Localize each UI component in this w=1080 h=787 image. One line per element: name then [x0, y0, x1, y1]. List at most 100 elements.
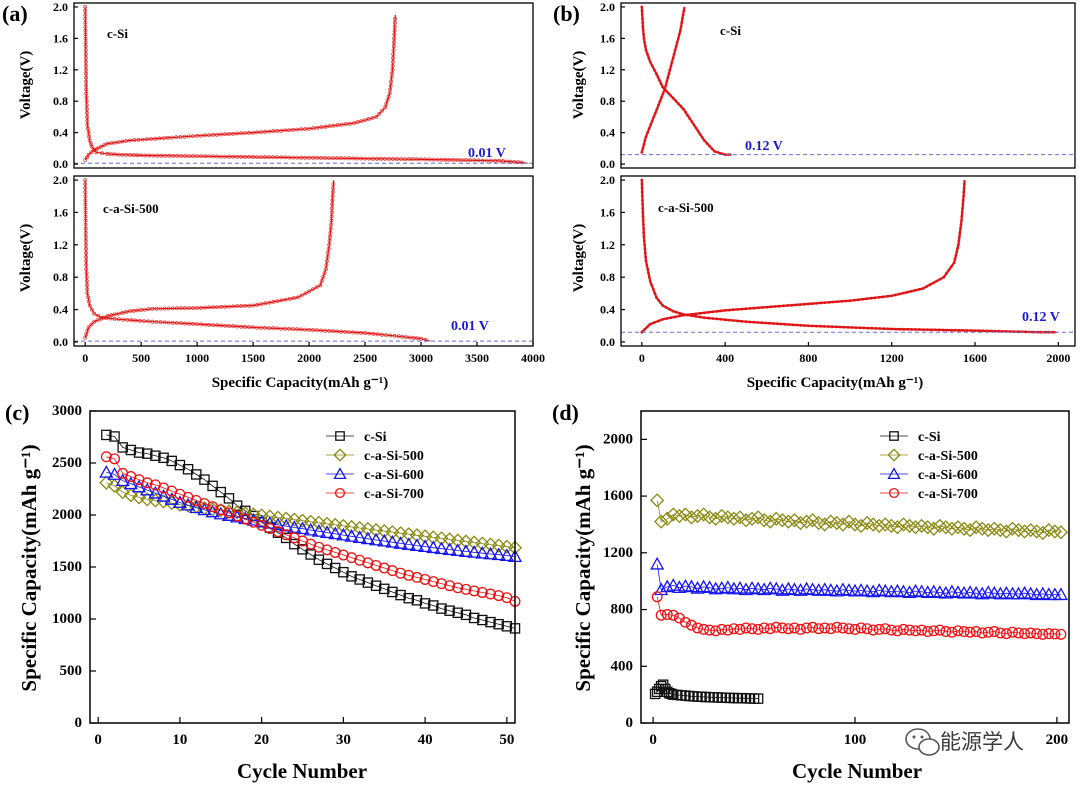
chart-c-c-a-si-600-marker — [401, 537, 416, 550]
chart-a-bottom-discharge-point — [83, 198, 88, 203]
chart-d-c-a-si-600-marker — [1053, 587, 1069, 601]
chart-d-c-a-si-700-marker — [934, 624, 946, 636]
chart-a-top-discharge-point — [84, 79, 89, 84]
chart-a-top-charge-point — [83, 158, 88, 163]
chart-d-c-a-si-500-marker — [650, 493, 665, 508]
chart-b-bottom-charge-point — [890, 294, 894, 298]
chart-a-bottom-discharge-point — [227, 324, 232, 328]
chart-a-top-charge-point — [366, 117, 371, 121]
chart-b-bottom-discharge-point — [675, 310, 678, 314]
chart-b-bottom-discharge-point — [858, 326, 862, 330]
chart-a-top-charge-point — [351, 121, 356, 126]
chart-a-top-charge-point — [203, 133, 208, 138]
chart-a-bottom-discharge-point — [363, 331, 368, 335]
chart-c-c-a-si-600-marker — [148, 485, 163, 499]
chart-a-bottom-charge-point — [146, 307, 151, 312]
chart-b-bottom-charge-point — [902, 291, 905, 295]
chart-a-bottom-charge-point — [283, 297, 288, 302]
chart-a-top-discharge-point — [83, 8, 88, 13]
chart-d-c-a-si-700-marker — [788, 622, 800, 634]
chart-b-bottom-discharge-point — [965, 329, 969, 332]
chart-c-c-a-si-600-marker — [295, 521, 310, 535]
chart-b-bottom-discharge-point — [740, 319, 744, 323]
chart-b-bottom-discharge-point — [647, 271, 650, 275]
chart-b-bottom-discharge-point — [981, 329, 985, 333]
chart-b-bottom-discharge-point — [647, 275, 651, 279]
chart-d-c-a-si-500-marker — [708, 511, 723, 526]
chart-c-c-a-si-500-marker — [450, 533, 465, 548]
chart-a-top-discharge-point — [399, 157, 404, 162]
chart-a-top-charge-point — [279, 128, 284, 133]
chart-b-bottom-discharge-point — [694, 315, 698, 318]
chart-a-top-discharge-point — [223, 154, 228, 159]
chart-d-c-a-si-700-marker — [885, 624, 897, 636]
chart-c-c-a-si-600-marker — [458, 544, 474, 557]
chart-a-bottom-discharge-point — [371, 331, 376, 336]
chart-a-top-discharge-point — [299, 155, 304, 160]
chart-a-top-charge-point — [315, 125, 320, 130]
chart-a-bottom-discharge-point — [323, 328, 328, 333]
watermark: 能源学人 — [905, 728, 1024, 756]
chart-a-bottom-charge-point — [295, 295, 300, 300]
chart-a-top-discharge-point — [355, 156, 360, 161]
chart-a-top-discharge-point — [315, 155, 320, 160]
chart-d-c-a-si-500-marker — [793, 515, 808, 531]
chart-c-c-a-si-600-marker — [123, 476, 138, 490]
panel-label-c: (c) — [5, 400, 29, 425]
chart-c-c-si-marker — [199, 474, 210, 485]
chart-c-c-a-si-700-marker — [403, 569, 415, 581]
chart-a-top-charge-point — [331, 123, 336, 128]
chart-a-top-discharge-point — [83, 48, 88, 53]
chart-d-c-a-si-700-marker — [1019, 628, 1031, 640]
chart-a-bottom-discharge-point — [231, 324, 236, 329]
chart-b-bottom-charge-point — [652, 321, 656, 324]
chart-a-top-discharge-point — [167, 153, 172, 158]
chart-b-bottom-discharge-point — [640, 194, 644, 198]
chart-b-bottom-discharge-point — [961, 329, 965, 332]
chart-a-top-charge-point — [390, 67, 395, 72]
chart-a-top-discharge-point — [367, 156, 372, 161]
chart-b-top-discharge-point — [648, 60, 652, 64]
chart-a-bottom-ylabel: Voltage(V) — [18, 224, 34, 293]
chart-b-bottom-discharge-point — [641, 202, 644, 206]
chart-d-c-a-si-500-marker — [981, 522, 996, 538]
chart-a-bottom-discharge-point — [207, 322, 212, 327]
chart-c-c-a-si-600-marker — [352, 530, 367, 544]
chart-a-top-discharge-point — [243, 154, 248, 159]
chart-d-c-a-si-700-marker — [879, 623, 891, 635]
chart-b-bottom-charge-point — [752, 306, 756, 310]
chart-a-bottom-charge-point — [322, 271, 327, 276]
chart-d-c-a-si-700-marker — [916, 624, 928, 636]
chart-d-c-a-si-700-marker — [964, 626, 976, 638]
chart-d-xtick-label: 0 — [649, 732, 657, 748]
chart-b-bottom-discharge-point — [969, 329, 973, 332]
chart-a-top-discharge-point — [339, 156, 344, 161]
chart-a-bottom-charge-point — [314, 285, 319, 290]
chart-a-top-charge-point — [92, 147, 97, 152]
chart-b-top-charge-point — [679, 25, 683, 28]
chart-a-bottom-charge-curve — [84, 179, 335, 339]
chart-b-bottom-discharge-point — [787, 323, 791, 326]
chart-a-top-discharge-point — [109, 152, 114, 157]
chart-a-bottom-charge-point — [178, 306, 183, 311]
chart-d-xtick-label: 100 — [844, 732, 867, 748]
chart-b-bottom-discharge-point — [783, 322, 787, 326]
chart-a-top-discharge-point — [415, 157, 420, 162]
chart-b-bottom-charge-point — [769, 305, 773, 309]
chart-a-top-ytick-label: 1.6 — [53, 31, 68, 45]
chart-c-c-si-marker — [346, 571, 357, 582]
chart-a-bottom-charge-point — [139, 308, 144, 312]
chart-d-ylabel: Specific Capacity(mAh g⁻¹) — [571, 444, 595, 691]
chart-b-bottom-charge-point — [959, 227, 962, 231]
chart-b-bottom-xtick-label: 800 — [799, 351, 817, 365]
chart-b-bottom-charge-point — [773, 305, 777, 308]
chart-c-c-si-marker — [395, 589, 406, 601]
chart-a-bottom-charge-point — [326, 246, 331, 251]
chart-c-xticks: 0 10 20 30 40 50 — [94, 717, 514, 748]
chart-a-bottom-discharge-point — [116, 317, 121, 322]
chart-a-top-discharge-point — [143, 153, 148, 158]
chart-b-top-discharge-point — [669, 93, 672, 97]
chart-a-bottom-charge-point — [330, 198, 335, 203]
chart-a-top-discharge-point — [135, 153, 140, 158]
